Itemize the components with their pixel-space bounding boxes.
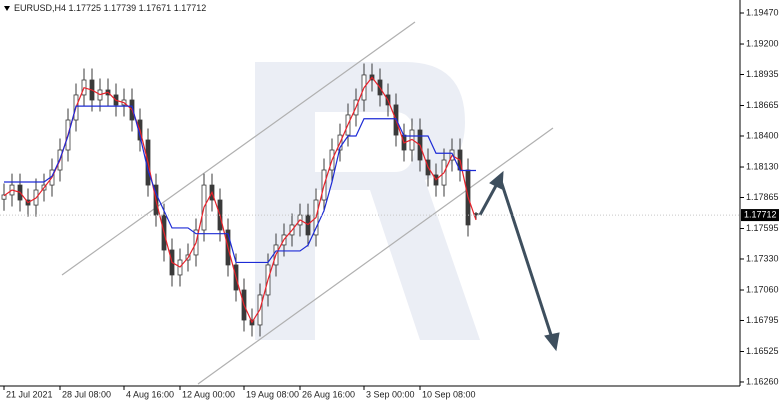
watermark: [255, 62, 480, 340]
y-tick-label: 1.18665: [746, 100, 779, 110]
price-label: 1.17712: [744, 209, 777, 219]
plot-area: [1, 63, 479, 337]
x-tick-label: 12 Aug 00:00: [182, 389, 235, 399]
y-tick-label: 1.18130: [746, 161, 779, 171]
y-tick-label: 1.17060: [746, 284, 779, 294]
y-tick-label: 1.18400: [746, 130, 779, 140]
y-tick-label: 1.19470: [746, 7, 779, 17]
x-tick-label: 4 Aug 16:00: [126, 389, 174, 399]
header: EURUSD,H4 1.17725 1.17739 1.17671 1.1771…: [4, 3, 206, 13]
high: 1.17739: [104, 3, 137, 13]
header-text: EURUSD,H4 1.17725 1.17739 1.17671 1.1771…: [14, 3, 206, 13]
indicator-line: [3, 76, 477, 324]
x-tick-label: 3 Sep 00:00: [366, 389, 415, 399]
symbol: EURUSD,H4: [14, 3, 66, 13]
channel-lower: [197, 127, 554, 385]
forecast-arrows: [478, 170, 560, 352]
low: 1.17671: [139, 3, 172, 13]
x-tick-label: 26 Aug 16:00: [302, 389, 355, 399]
y-tick-label: 1.19200: [746, 38, 779, 48]
channel-upper: [61, 21, 416, 276]
y-tick-label: 1.16795: [746, 315, 779, 325]
y-tick-label: 1.16260: [746, 376, 779, 386]
indicator-line: [4, 105, 476, 264]
candle-body: [1, 194, 7, 200]
y-tick-label: 1.17330: [746, 253, 779, 263]
y-tick-label: 1.17595: [746, 223, 779, 233]
price-box: [741, 209, 779, 222]
y-tick-label: 1.18935: [746, 69, 779, 79]
x-tick-label: 28 Jul 08:00: [62, 389, 111, 399]
x-tick-label: 21 Jul 2021: [6, 389, 53, 399]
y-tick-label: 1.17865: [746, 192, 779, 202]
menu-triangle: [4, 6, 10, 11]
close: 1.17712: [174, 3, 207, 13]
x-tick-label: 19 Aug 08:00: [246, 389, 299, 399]
y-tick-label: 1.16525: [746, 346, 779, 356]
open: 1.17725: [69, 3, 102, 13]
x-tick-label: 10 Sep 08:00: [422, 389, 476, 399]
